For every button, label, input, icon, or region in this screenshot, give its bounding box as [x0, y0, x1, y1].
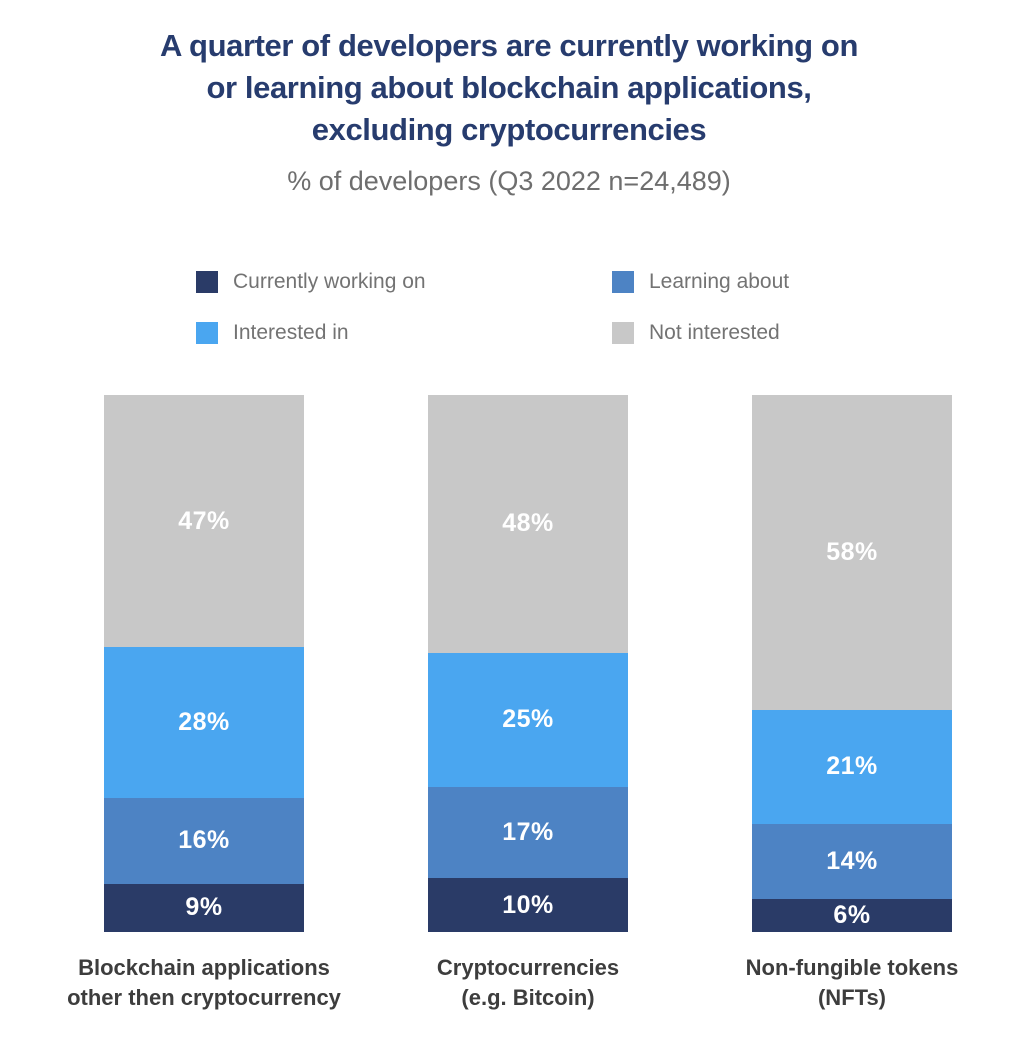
category-label-1: Blockchain applications other then crypto…	[14, 953, 394, 1013]
category-label-3: Non-fungible tokens (NFTs)	[662, 953, 1018, 1013]
category-label-2: Cryptocurrencies (e.g. Bitcoin)	[338, 953, 718, 1013]
legend-swatch-icon	[612, 322, 634, 344]
chart-title-line3: excluding cryptocurrencies	[311, 112, 707, 147]
segment-value-label: 21%	[826, 752, 878, 781]
segment-value-label: 14%	[826, 847, 878, 875]
segment-not-interested: 48%	[428, 395, 628, 653]
segment-value-label: 16%	[178, 826, 230, 855]
legend-label: Currently working on	[233, 270, 426, 293]
segment-learning-about: 16%	[104, 797, 304, 884]
bar-stack-3: 6% 14% 21% 58%	[752, 395, 952, 932]
legend-swatch-icon	[196, 322, 218, 344]
segment-not-interested: 58%	[752, 395, 952, 710]
legend-item-currently-working-on: Currently working on	[196, 270, 612, 294]
segment-value-label: 6%	[833, 901, 871, 930]
legend-label: Not interested	[649, 321, 780, 344]
bar-stack-1: 9% 16% 28% 47%	[104, 395, 304, 932]
chart-title: A quarter of developers are currently wo…	[44, 25, 974, 151]
category-label-line1: Blockchain applications	[78, 955, 330, 980]
segment-interested-in: 25%	[428, 652, 628, 788]
segment-value-label: 10%	[502, 890, 554, 919]
segment-learning-about: 17%	[428, 787, 628, 879]
bars-area: 9% 16% 28% 47% Blockchain applications other …	[67, 395, 958, 1010]
chart-title-line1: A quarter of developers are currently wo…	[160, 28, 858, 63]
chart-page: A quarter of developers are currently wo…	[0, 25, 1018, 1049]
bar-stack-2: 10% 17% 25% 48%	[428, 395, 628, 932]
chart-subtitle: % of developers (Q3 2022 n=24,489)	[287, 166, 731, 196]
segment-value-label: 9%	[185, 893, 223, 922]
bar-column-1: 9% 16% 28% 47% Blockchain applications other …	[67, 395, 341, 1010]
segment-value-label: 58%	[826, 537, 878, 566]
segment-value-label: 28%	[178, 708, 230, 737]
segment-value-label: 47%	[178, 506, 230, 535]
chart-title-line2: or learning about blockchain application…	[206, 70, 812, 105]
segment-currently-working-on: 6%	[752, 899, 952, 932]
segment-value-label: 25%	[502, 705, 554, 734]
legend-swatch-icon	[196, 271, 218, 293]
legend-item-not-interested: Not interested	[612, 321, 789, 345]
segment-interested-in: 28%	[104, 647, 304, 798]
category-label-line1: Non-fungible tokens	[745, 955, 959, 980]
segment-currently-working-on: 9%	[104, 883, 304, 932]
legend-item-interested-in: Interested in	[196, 321, 612, 345]
legend: Currently working on Learning about Intere…	[196, 270, 789, 345]
legend-swatch-icon	[612, 271, 634, 293]
bar-column-2: 10% 17% 25% 48% Cryptocurrencies (e.g. Bitcoi…	[428, 395, 628, 1010]
category-label-line1: Cryptocurrencies	[436, 955, 620, 980]
segment-currently-working-on: 10%	[428, 878, 628, 932]
category-label-line2: other then cryptocurrency	[67, 985, 341, 1010]
segment-not-interested: 47%	[104, 395, 304, 648]
segment-value-label: 48%	[502, 509, 554, 538]
segment-interested-in: 21%	[752, 709, 952, 824]
bar-column-3: 6% 14% 21% 58% Non-fungible tokens (NFTs)	[746, 395, 958, 1010]
category-label-line2: (NFTs)	[817, 985, 887, 1010]
category-label-line2: (e.g. Bitcoin)	[461, 985, 595, 1010]
segment-learning-about: 14%	[752, 823, 952, 900]
legend-label: Learning about	[649, 270, 790, 293]
legend-label: Interested in	[233, 321, 349, 344]
segment-value-label: 17%	[502, 818, 554, 847]
legend-item-learning-about: Learning about	[612, 270, 789, 294]
